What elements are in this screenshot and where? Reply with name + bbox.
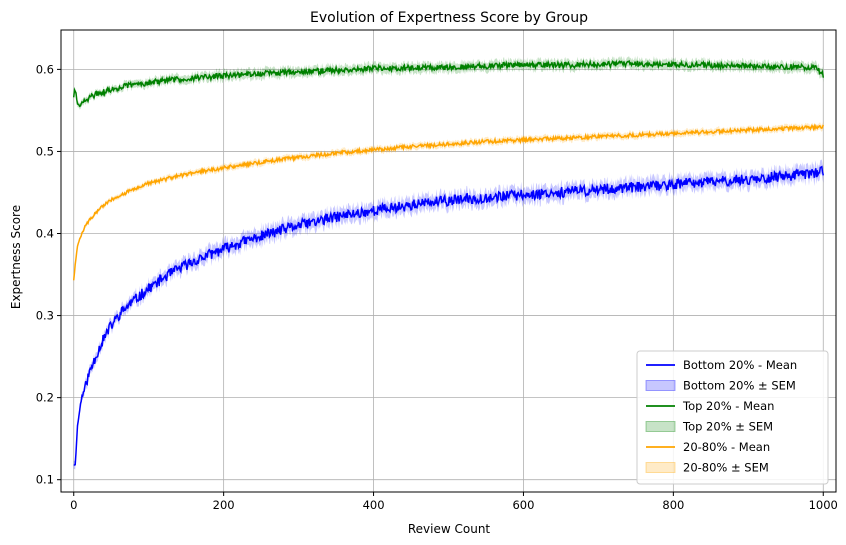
- y-tick-label: 0.1: [36, 473, 54, 487]
- legend-patch-swatch: [645, 380, 676, 391]
- legend-label: 20-80% - Mean: [683, 440, 770, 454]
- legend: Bottom 20% - Mean Bottom 20% ± SEM Top 20%…: [636, 350, 829, 485]
- legend-label: Top 20% - Mean: [682, 399, 774, 413]
- grid-lines: [61, 30, 836, 492]
- legend-label: Bottom 20% ± SEM: [683, 379, 796, 393]
- y-axis-label: Expertness Score: [9, 205, 23, 309]
- legend-label: Bottom 20% - Mean: [683, 358, 797, 372]
- legend-patch-swatch: [645, 421, 676, 432]
- y-tick-label: 0.2: [36, 391, 54, 405]
- x-tick-label: 400: [363, 498, 385, 512]
- plot-frame: [60, 29, 837, 493]
- x-tick-label: 800: [662, 498, 684, 512]
- legend-label: Top 20% ± SEM: [682, 420, 773, 434]
- x-tick-label: 1000: [809, 498, 838, 512]
- sem-band-1: [73, 55, 824, 110]
- mean-line-0: [73, 165, 825, 466]
- axis-ticks: 0 200 400 600 800 1000 0.1 0.2 0.3 0.4 0.5 0.6: [36, 62, 838, 512]
- mean-line-1: [72, 59, 825, 108]
- x-tick-label: 600: [512, 498, 534, 512]
- mean-line-2: [72, 123, 825, 281]
- sem-band-2: [73, 121, 824, 283]
- legend-patch-swatch: [645, 462, 676, 473]
- x-axis-label: Review Count: [408, 522, 491, 536]
- y-tick-label: 0.6: [36, 62, 54, 76]
- legend-label: 20-80% ± SEM: [683, 461, 769, 475]
- chart-title: Evolution of Expertness Score by Group: [310, 10, 588, 26]
- x-tick-label: 200: [213, 498, 235, 512]
- y-tick-label: 0.5: [36, 144, 54, 158]
- mean-lines: [72, 59, 825, 466]
- y-tick-label: 0.4: [36, 227, 54, 241]
- x-tick-label: 0: [70, 498, 77, 512]
- y-tick-label: 0.3: [36, 309, 54, 323]
- legend-box: [636, 350, 829, 485]
